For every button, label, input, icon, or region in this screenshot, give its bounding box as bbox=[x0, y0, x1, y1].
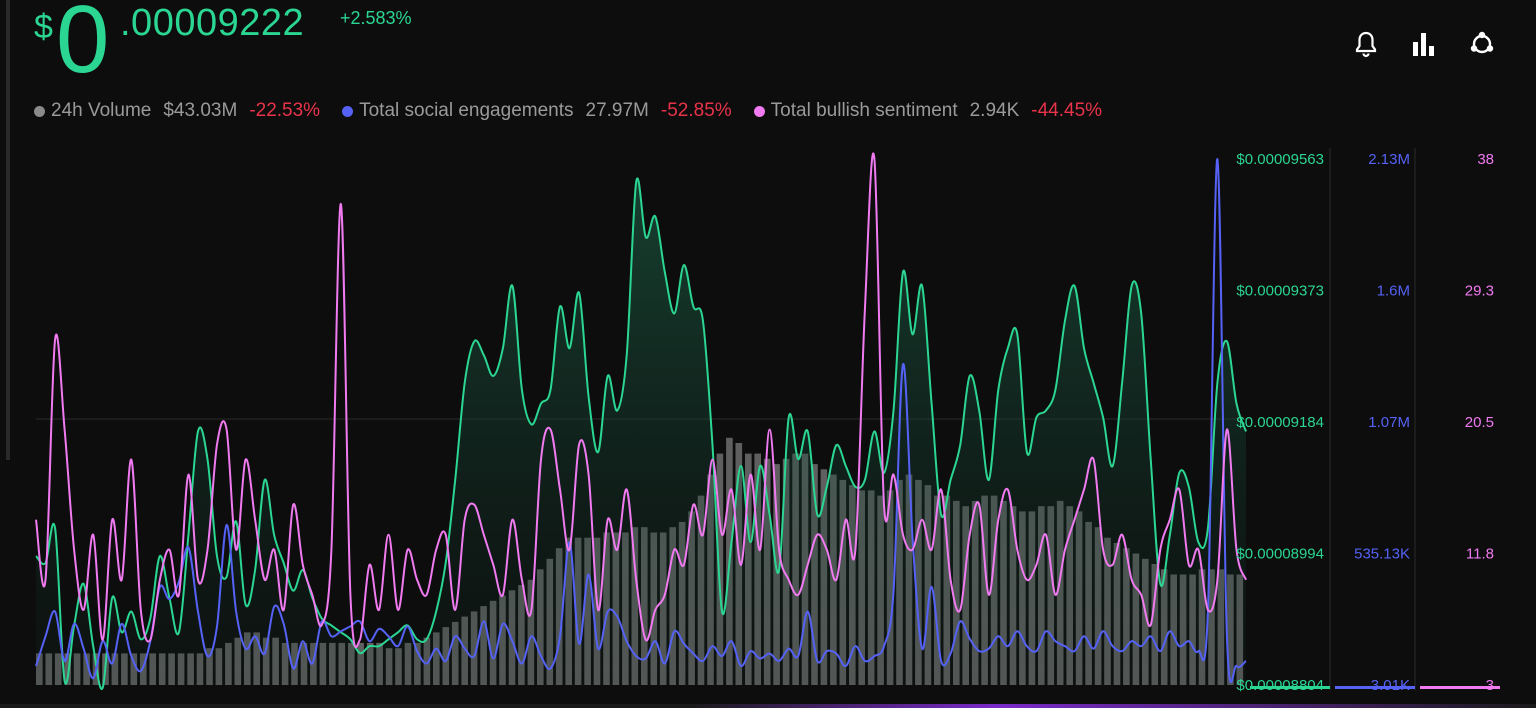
legend-dot-volume bbox=[34, 105, 45, 117]
legend-item-volume[interactable]: 24h Volume $43.03M -22.53% bbox=[34, 100, 320, 122]
legend-value: 2.94K bbox=[969, 100, 1020, 121]
scroll-track bbox=[6, 0, 10, 460]
legend-label: Total bullish sentiment bbox=[770, 100, 958, 121]
legend-value: 27.97M bbox=[585, 100, 649, 121]
bar-chart-icon[interactable] bbox=[1410, 28, 1438, 60]
social-axis-bar bbox=[1335, 686, 1415, 689]
price-axis-tick-label: $0.00009373 bbox=[1236, 283, 1324, 300]
share-icon[interactable] bbox=[1468, 28, 1496, 60]
legend-value: $43.03M bbox=[163, 100, 238, 121]
price-axis-tick-label: $0.00008994 bbox=[1236, 546, 1324, 563]
volume-bar bbox=[716, 453, 724, 685]
volume-bar bbox=[64, 653, 71, 685]
price-area bbox=[36, 178, 1246, 690]
sentiment-axis-bar bbox=[1420, 686, 1500, 689]
legend-dot-sentiment bbox=[753, 105, 765, 117]
legend-item-sentiment[interactable]: Total bullish sentiment 2.94K -44.45% bbox=[753, 100, 1103, 122]
chart-legend: 24h Volume $43.03M -22.53% Total social … bbox=[34, 100, 1124, 122]
social-axis-tick-label: 1.07M bbox=[1368, 414, 1410, 431]
legend-change: -44.45% bbox=[1031, 100, 1103, 121]
price-integer: 0 bbox=[56, 0, 110, 93]
social-axis-tick-label: 1.6M bbox=[1377, 283, 1410, 300]
toolbar bbox=[1352, 28, 1496, 60]
social-axis-tick-label: 535.13K bbox=[1354, 546, 1410, 563]
social-axis-tick-label: 2.13M bbox=[1368, 151, 1410, 168]
price-series-line bbox=[35, 177, 1247, 691]
legend-item-social[interactable]: Total social engagements 27.97M -52.85% bbox=[342, 100, 732, 122]
price-axis-tick-label: $0.00008804 bbox=[1236, 677, 1324, 694]
legend-dot-social bbox=[342, 105, 354, 117]
legend-change: -52.85% bbox=[660, 100, 732, 121]
sentiment-axis-tick-label: 38 bbox=[1477, 151, 1494, 168]
price-currency: $ bbox=[34, 8, 53, 46]
bottom-accent bbox=[0, 704, 1536, 708]
price-axis-tick-label: $0.00009563 bbox=[1236, 151, 1324, 168]
price-axis-bar bbox=[1250, 686, 1330, 689]
sentiment-series-line bbox=[35, 152, 1247, 649]
legend-change: -22.53% bbox=[249, 100, 321, 121]
sentiment-axis-tick-label: 11.8 bbox=[1466, 546, 1494, 563]
sentiment-axis-tick-label: 29.3 bbox=[1465, 283, 1494, 300]
sentiment-axis-tick-label: 20.5 bbox=[1465, 414, 1494, 431]
social-axis-tick-label: 3.01K bbox=[1371, 677, 1410, 694]
sentiment-axis-tick-label: 3 bbox=[1486, 677, 1494, 694]
bell-icon[interactable] bbox=[1352, 28, 1380, 60]
legend-label: Total social engagements bbox=[359, 100, 574, 121]
price-axis-tick-label: $0.00009184 bbox=[1236, 414, 1324, 431]
price-change: +2.583% bbox=[340, 8, 412, 28]
social-series-line bbox=[35, 157, 1247, 683]
legend-label: 24h Volume bbox=[51, 100, 152, 121]
price-fraction: .00009222 bbox=[120, 2, 305, 44]
chart-plot[interactable]: $0.00009563 $0.00009373 $0.00009184 $0.0000… bbox=[0, 140, 1536, 700]
